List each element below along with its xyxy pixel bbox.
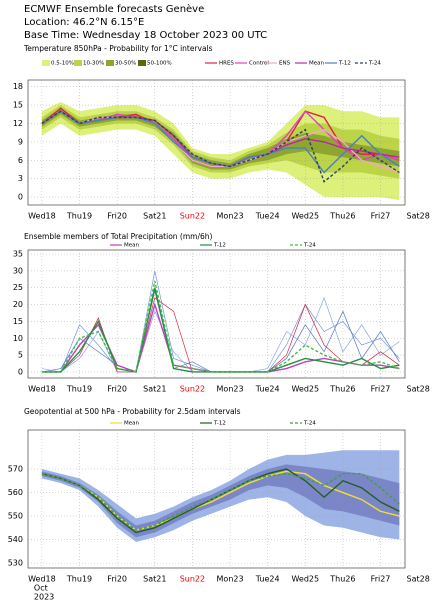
y-tick-label: 15 [13, 101, 23, 110]
x-tick-label: Fri27 [371, 575, 391, 584]
x-tick-label: Mon23 [217, 212, 244, 221]
y-tick-label: 25 [13, 283, 23, 292]
x-tick-label: Wed25 [291, 212, 319, 221]
y-tick-label: 550 [8, 512, 23, 521]
x-tick-label: Sat21 [143, 212, 166, 221]
x-tick-label: Sun22 [180, 575, 205, 584]
legend-label: T-12 [213, 421, 226, 427]
header-location: Location: 46.2°N 6.15°E [24, 17, 144, 28]
y-tick-label: 20 [13, 300, 23, 309]
legend-label: ENS [279, 61, 291, 67]
y-tick-label: 570 [8, 465, 23, 474]
y-tick-label: 35 [13, 250, 23, 259]
series-line [41, 110, 400, 183]
x-tick-label: Thu19 [66, 212, 92, 221]
x-tick-label: Tue24 [255, 385, 280, 394]
probability-band [41, 108, 400, 170]
probability-band [41, 105, 400, 179]
plot-area [27, 249, 406, 379]
x-tick-label: Thu26 [329, 212, 355, 221]
legend-swatch [74, 60, 82, 66]
x-tick-label: Sat28 [407, 575, 430, 584]
legend-label: T-12 [213, 243, 226, 249]
y-tick-label: 560 [8, 488, 23, 497]
x-tick-label: Wed18 [28, 575, 56, 584]
legend-label: HRES [219, 61, 234, 67]
legend-label: T-24 [303, 421, 316, 427]
series-line [41, 287, 400, 373]
legend-swatch [138, 60, 146, 66]
x-tick-label: Thu19 [66, 575, 92, 584]
y-tick-label: 5 [18, 351, 23, 360]
x-tick-label: Thu26 [329, 385, 355, 394]
x-tick-sublabel: Oct [34, 584, 48, 593]
x-tick-label: Mon23 [217, 575, 244, 584]
x-tick-label: Sun22 [180, 385, 205, 394]
legend-label: Mean [124, 243, 139, 249]
legend-label: Mean [124, 421, 139, 427]
x-tick-label: Thu19 [66, 385, 92, 394]
panel-title: Ensemble members of Total Precipitation … [24, 232, 213, 241]
x-tick-label: Fri20 [107, 575, 127, 584]
legend-label: T-12 [338, 61, 351, 67]
panel-title: Temperature 850hPa - Probability for 1°C… [23, 44, 213, 53]
header-base-time: Base Time: Wednesday 18 October 2023 00 … [24, 30, 267, 41]
x-tick-label: Tue24 [255, 212, 280, 221]
header-title: ECMWF Ensemble forecasts Genève [24, 3, 204, 15]
x-tick-sublabel: 2023 [34, 593, 54, 600]
series-line [41, 468, 400, 534]
legend-label: 0.5-10% [51, 61, 74, 67]
y-tick-label: 3 [18, 174, 23, 183]
y-tick-label: 0 [18, 367, 23, 376]
legend-label: T-24 [368, 61, 381, 67]
y-tick-label: 540 [8, 535, 23, 544]
x-tick-label: Fri20 [107, 212, 127, 221]
x-tick-label: Tue24 [255, 575, 280, 584]
x-tick-label: Fri20 [107, 385, 127, 394]
legend-label: T-24 [303, 243, 316, 249]
legend-label: 30-50% [115, 61, 136, 67]
x-tick-label: Sat21 [143, 385, 166, 394]
x-tick-label: Sun22 [180, 212, 205, 221]
x-tick-label: Fri27 [371, 212, 391, 221]
y-tick-label: 15 [13, 317, 23, 326]
x-tick-label: Sat28 [407, 212, 430, 221]
probability-band [41, 464, 400, 538]
x-tick-label: Sat28 [407, 385, 430, 394]
x-tick-label: Wed18 [28, 385, 56, 394]
legend-label: 10-30% [83, 61, 104, 67]
legend-label: Mean [309, 61, 324, 67]
y-tick-label: 0 [18, 193, 23, 202]
y-tick-label: 18 [13, 82, 23, 91]
legend-swatch [42, 60, 50, 66]
x-tick-label: Thu26 [329, 575, 355, 584]
y-tick-label: 9 [18, 137, 23, 146]
y-tick-label: 10 [13, 334, 23, 343]
y-tick-label: 530 [8, 559, 23, 568]
series-line [41, 473, 400, 531]
legend-swatch [106, 60, 114, 66]
x-tick-label: Wed18 [28, 212, 56, 221]
x-tick-label: Wed25 [291, 385, 319, 394]
y-tick-label: 12 [13, 119, 23, 128]
legend-label: 50-100% [147, 61, 172, 67]
legend-label: Control [249, 61, 269, 67]
x-tick-label: Wed25 [291, 575, 319, 584]
x-tick-label: Sat21 [143, 575, 166, 584]
y-tick-label: 30 [13, 266, 23, 275]
y-tick-label: 6 [18, 156, 23, 165]
x-tick-label: Fri27 [371, 385, 391, 394]
x-tick-label: Mon23 [217, 385, 244, 394]
series-line [41, 280, 400, 373]
panel-title: Geopotential at 500 hPa - Probability fo… [24, 407, 241, 416]
